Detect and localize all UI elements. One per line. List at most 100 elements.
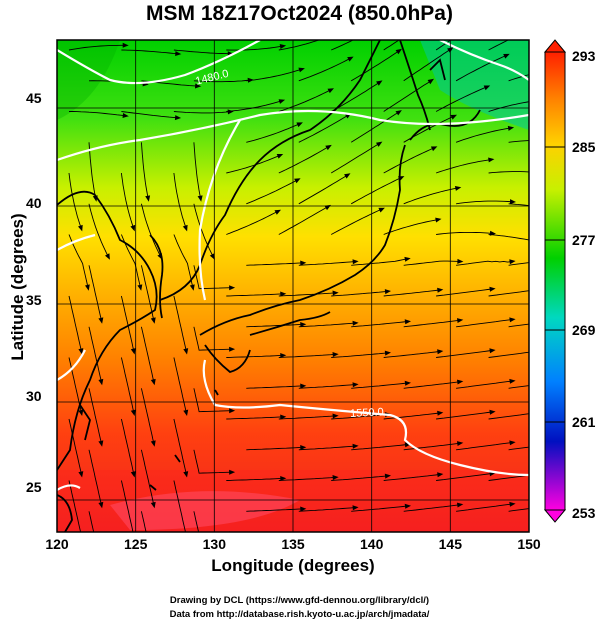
streamline-arrowhead bbox=[454, 186, 462, 191]
streamline-arrowhead bbox=[174, 115, 182, 121]
streamline-arrowhead bbox=[280, 291, 287, 297]
streamline-arrowhead bbox=[325, 144, 332, 151]
streamline-arrowhead bbox=[332, 475, 339, 480]
streamline bbox=[69, 111, 125, 117]
streamline bbox=[278, 40, 321, 51]
streamline-arrowhead bbox=[384, 289, 391, 295]
streamline bbox=[173, 480, 186, 532]
streamline bbox=[193, 203, 214, 257]
data-credit: Data from http://database.rish.kyoto-u.a… bbox=[169, 609, 430, 620]
streamline bbox=[508, 446, 529, 451]
streamline bbox=[193, 142, 201, 198]
streamline-arrowhead bbox=[294, 178, 301, 184]
streamline bbox=[488, 171, 529, 174]
streamline bbox=[88, 203, 109, 257]
streamline bbox=[488, 101, 529, 112]
streamline-arrowhead bbox=[175, 51, 182, 56]
streamline bbox=[88, 142, 97, 198]
streamline-arrowhead bbox=[85, 284, 90, 291]
streamline bbox=[278, 476, 335, 481]
streamline-arrowhead bbox=[122, 42, 129, 48]
streamline-arrowhead bbox=[98, 317, 104, 324]
streamline bbox=[331, 475, 388, 481]
streamline bbox=[508, 74, 529, 82]
streamline-arrowhead bbox=[437, 349, 444, 355]
streamline bbox=[140, 203, 161, 257]
streamline-arrowhead bbox=[332, 290, 339, 296]
streamline-arrowhead bbox=[437, 410, 444, 416]
streamline bbox=[68, 480, 82, 532]
streamline bbox=[350, 111, 399, 143]
streamline-arrowhead bbox=[404, 380, 411, 386]
streamline bbox=[435, 159, 491, 174]
streamline bbox=[298, 58, 351, 82]
streamline bbox=[68, 44, 125, 51]
streamline bbox=[455, 127, 511, 143]
x-tick-label: 125 bbox=[124, 536, 148, 552]
streamline bbox=[193, 326, 232, 351]
streamline bbox=[226, 293, 283, 297]
streamline-arrowhead bbox=[384, 350, 391, 356]
streamline bbox=[456, 200, 513, 205]
streamline-arrowhead bbox=[450, 114, 457, 120]
streamline bbox=[351, 382, 408, 389]
streamline bbox=[140, 265, 155, 321]
streamline-arrowhead bbox=[78, 533, 83, 539]
streamline-arrowhead bbox=[300, 506, 307, 512]
contour-label-1550: 1550.0 bbox=[350, 406, 384, 420]
streamline-arrowhead bbox=[130, 409, 136, 416]
streamline bbox=[331, 413, 388, 420]
streamline bbox=[331, 40, 355, 51]
colorbar-tick-label: 261 bbox=[572, 414, 596, 430]
streamline-arrowhead bbox=[274, 209, 281, 215]
streamline bbox=[488, 234, 529, 241]
height-contours bbox=[57, 40, 529, 491]
streamline-arrowhead bbox=[150, 317, 156, 324]
streamline bbox=[298, 384, 355, 389]
streamline-arrowhead bbox=[376, 80, 383, 86]
streamline bbox=[298, 445, 355, 451]
streamline-arrowhead bbox=[489, 409, 496, 415]
streamline-arrowhead bbox=[509, 259, 516, 265]
streamline-arrowhead bbox=[404, 256, 411, 262]
streamline-arrowhead bbox=[137, 284, 143, 291]
streamline-arrowhead bbox=[227, 109, 234, 115]
streamline bbox=[456, 260, 512, 266]
streamline-arrowhead bbox=[98, 501, 104, 509]
streamline bbox=[435, 40, 452, 51]
streamline bbox=[383, 289, 440, 297]
grid-lines bbox=[57, 40, 529, 532]
colorbar bbox=[543, 39, 567, 523]
streamline-arrowhead bbox=[352, 443, 359, 449]
streamline bbox=[488, 474, 529, 481]
streamline bbox=[120, 357, 135, 413]
streamline-arrowhead bbox=[489, 286, 496, 292]
streamline bbox=[508, 262, 529, 266]
pink-patch-region bbox=[110, 491, 300, 530]
streamline-arrowhead bbox=[78, 348, 84, 355]
streamline bbox=[173, 295, 187, 351]
streamline bbox=[173, 111, 230, 114]
streamline-arrowhead bbox=[509, 440, 516, 446]
streamline-arrowhead bbox=[347, 56, 354, 62]
streamline bbox=[508, 508, 529, 512]
streamline bbox=[68, 418, 82, 474]
streamline-arrowhead bbox=[395, 48, 402, 55]
streamline bbox=[140, 326, 155, 382]
streamline bbox=[455, 55, 507, 82]
streamline-arrowhead bbox=[229, 469, 236, 475]
y-tick-label: 35 bbox=[26, 292, 42, 308]
streamline-arrowhead bbox=[332, 352, 339, 357]
y-axis-label: Latitude (degrees) bbox=[8, 213, 27, 361]
streamline-arrowhead bbox=[427, 16, 433, 22]
colorbar-top-arrow bbox=[543, 39, 567, 53]
streamline bbox=[246, 123, 300, 143]
streamline bbox=[436, 411, 492, 420]
streamline bbox=[140, 388, 155, 444]
streamline bbox=[383, 474, 440, 481]
streamline-arrowhead bbox=[189, 284, 195, 291]
map-title: MSM 18Z17Oct2024 (850.0hPa) bbox=[146, 2, 453, 25]
streamline-arrowhead bbox=[457, 258, 464, 264]
streamline bbox=[298, 261, 355, 266]
streamline-arrowhead bbox=[483, 85, 491, 91]
